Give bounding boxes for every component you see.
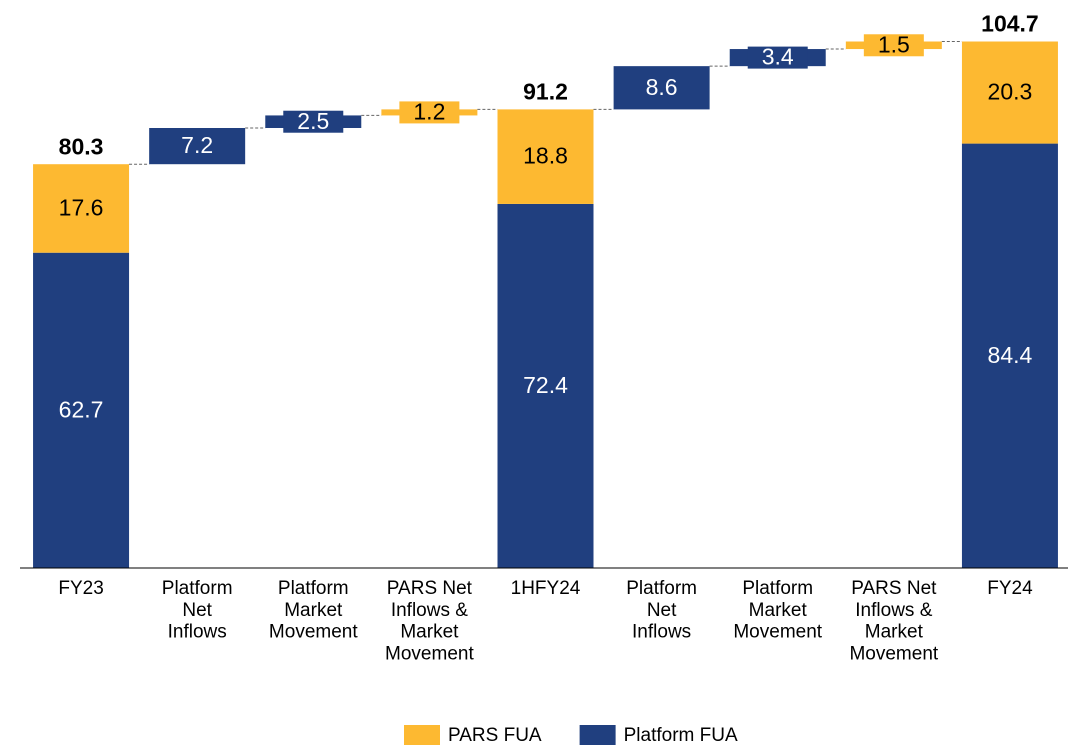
x-tick-label: PARS Net Inflows & Market Movement [849,578,938,665]
bar [497,109,594,204]
value-label: 8.6 [646,74,678,100]
x-tick-label: Platform Market Movement [269,578,358,643]
label-bg [863,34,924,57]
label-bg [399,101,460,124]
x-tick-label: FY24 [987,578,1033,599]
value-label: 20.3 [988,79,1033,105]
label-bg [283,110,344,133]
value-label: 2.5 [297,108,329,134]
x-tick-label: Platform Net Inflows [162,578,233,643]
bar [33,252,130,569]
x-tick-label: FY23 [58,578,103,599]
value-label: 17.6 [59,195,104,221]
label-bg [747,46,808,69]
value-label: 72.4 [523,372,568,398]
x-tick-label: Platform Net Inflows [626,578,697,643]
value-label: 1.5 [878,31,910,57]
total-label: 104.7 [981,11,1039,37]
value-label: 84.4 [988,342,1033,368]
bar [961,41,1058,144]
bar [497,203,594,568]
legend-label: Platform FUA [624,725,738,746]
x-tick-label: Platform Market Movement [733,578,822,643]
value-label: 18.8 [523,143,568,169]
legend-swatch [579,725,616,745]
total-label: 91.2 [523,78,568,104]
x-tick-label: PARS Net Inflows & Market Movement [385,578,474,665]
value-label: 1.2 [413,98,445,124]
value-label: 62.7 [59,396,104,422]
bar [33,164,130,253]
legend-swatch [404,725,440,745]
bar [961,143,1058,569]
total-label: 80.3 [59,133,104,159]
value-label: 7.2 [181,132,213,158]
x-tick-label: 1HFY24 [511,578,581,599]
bar [149,128,246,165]
legend-label: PARS FUA [448,725,542,746]
bar [613,66,710,110]
value-label: 3.4 [762,44,794,70]
